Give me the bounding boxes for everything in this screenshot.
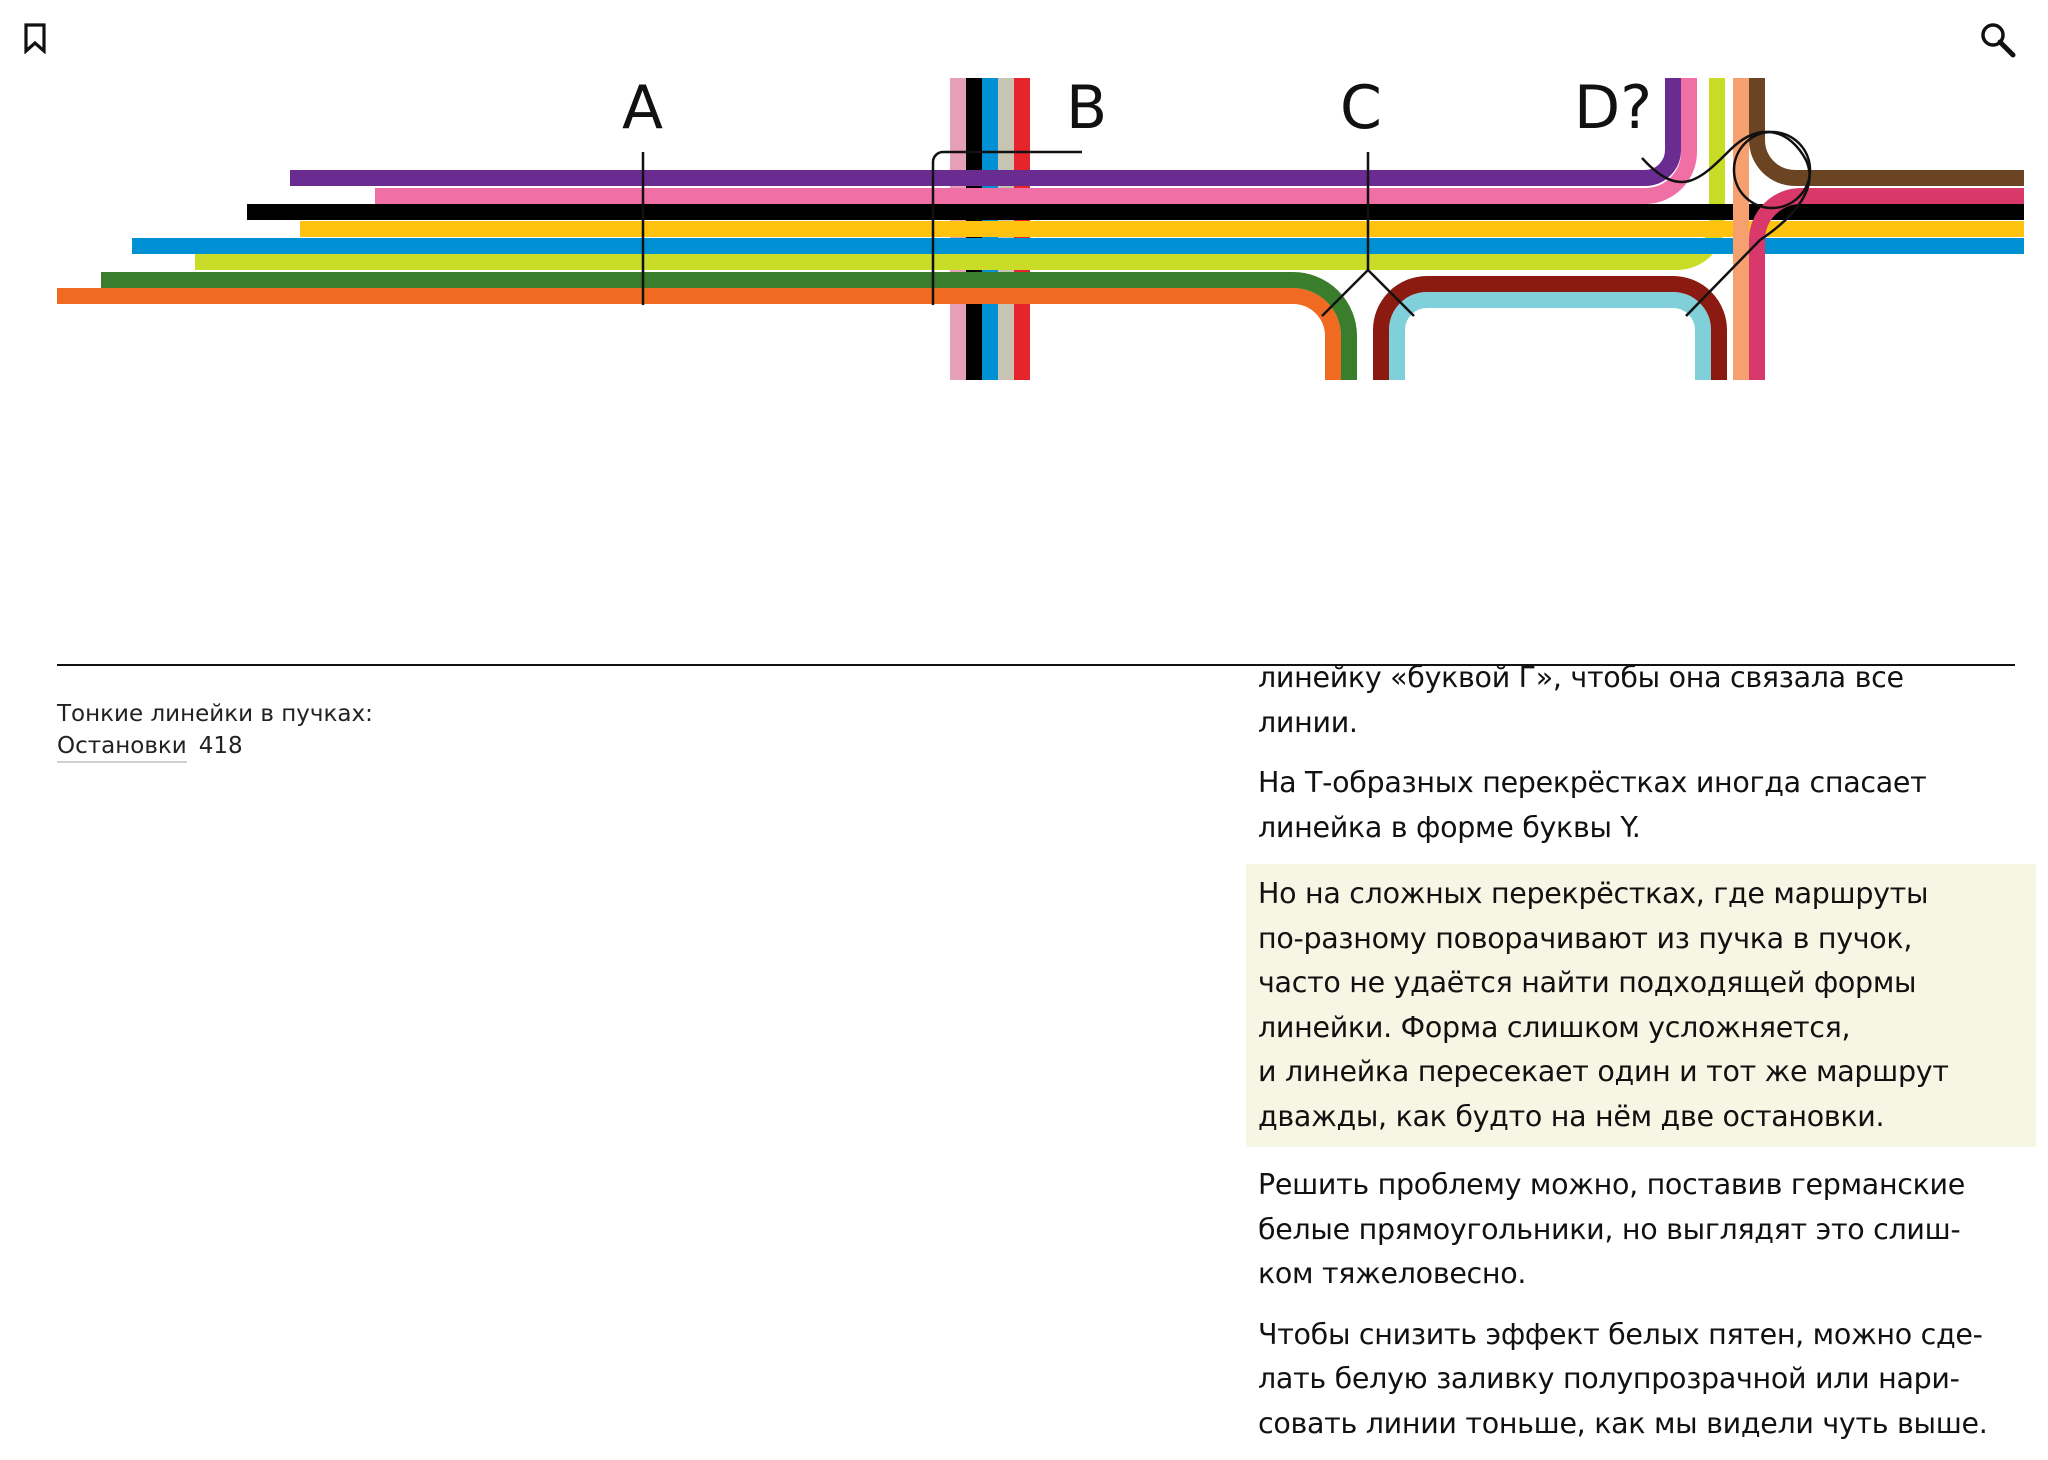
caption-page-number: 418: [198, 733, 243, 759]
junction-labels: A B C D?: [622, 73, 1652, 143]
article-text: линейку «буквой Г», чтобы она связала вс…: [1246, 664, 2036, 1460]
paragraph-2: На Т-образных перекрёстках иногда спасае…: [1258, 766, 1927, 844]
line-cyan: [1389, 292, 1711, 380]
label-a: A: [622, 73, 663, 143]
stop-tick-b: [931, 150, 1082, 305]
line-brown: [1749, 78, 2024, 186]
line-pink: [375, 78, 1697, 204]
label-b: B: [1066, 73, 1107, 143]
search-icon[interactable]: [1978, 20, 2018, 60]
paragraph-5: Чтобы снизить эффект белых пятен, можно …: [1258, 1317, 1988, 1440]
stop-ticks: [641, 130, 1812, 317]
paragraph-1: линейку «буквой Г», чтобы она связала вс…: [1258, 664, 1904, 739]
figure-caption: Тонкие линейки в пучках: Остановки 418: [57, 698, 373, 763]
caption-ref: Остановки 418: [57, 730, 373, 763]
caption-link-stops[interactable]: Остановки: [57, 733, 187, 763]
label-c: C: [1340, 73, 1382, 143]
paragraph-4: Решить проблему можно, поставив германск…: [1258, 1168, 1966, 1290]
transit-lines-diagram: A B C D?: [57, 73, 2024, 380]
line-green: [101, 272, 1357, 380]
line-darkred: [1373, 276, 1727, 380]
line-orange: [57, 288, 1341, 380]
paragraph-3-highlighted: Но на сложных перекрёстках, где маршруты…: [1246, 864, 2036, 1147]
divider-line: [57, 664, 2015, 666]
line-purple: [290, 78, 1681, 186]
stop-tick-d-loop: [1732, 130, 1812, 210]
label-d: D?: [1574, 73, 1652, 143]
bookmark-icon[interactable]: [22, 22, 48, 55]
caption-title: Тонкие линейки в пучках:: [57, 701, 373, 727]
stop-tick-c: [1321, 152, 1415, 317]
